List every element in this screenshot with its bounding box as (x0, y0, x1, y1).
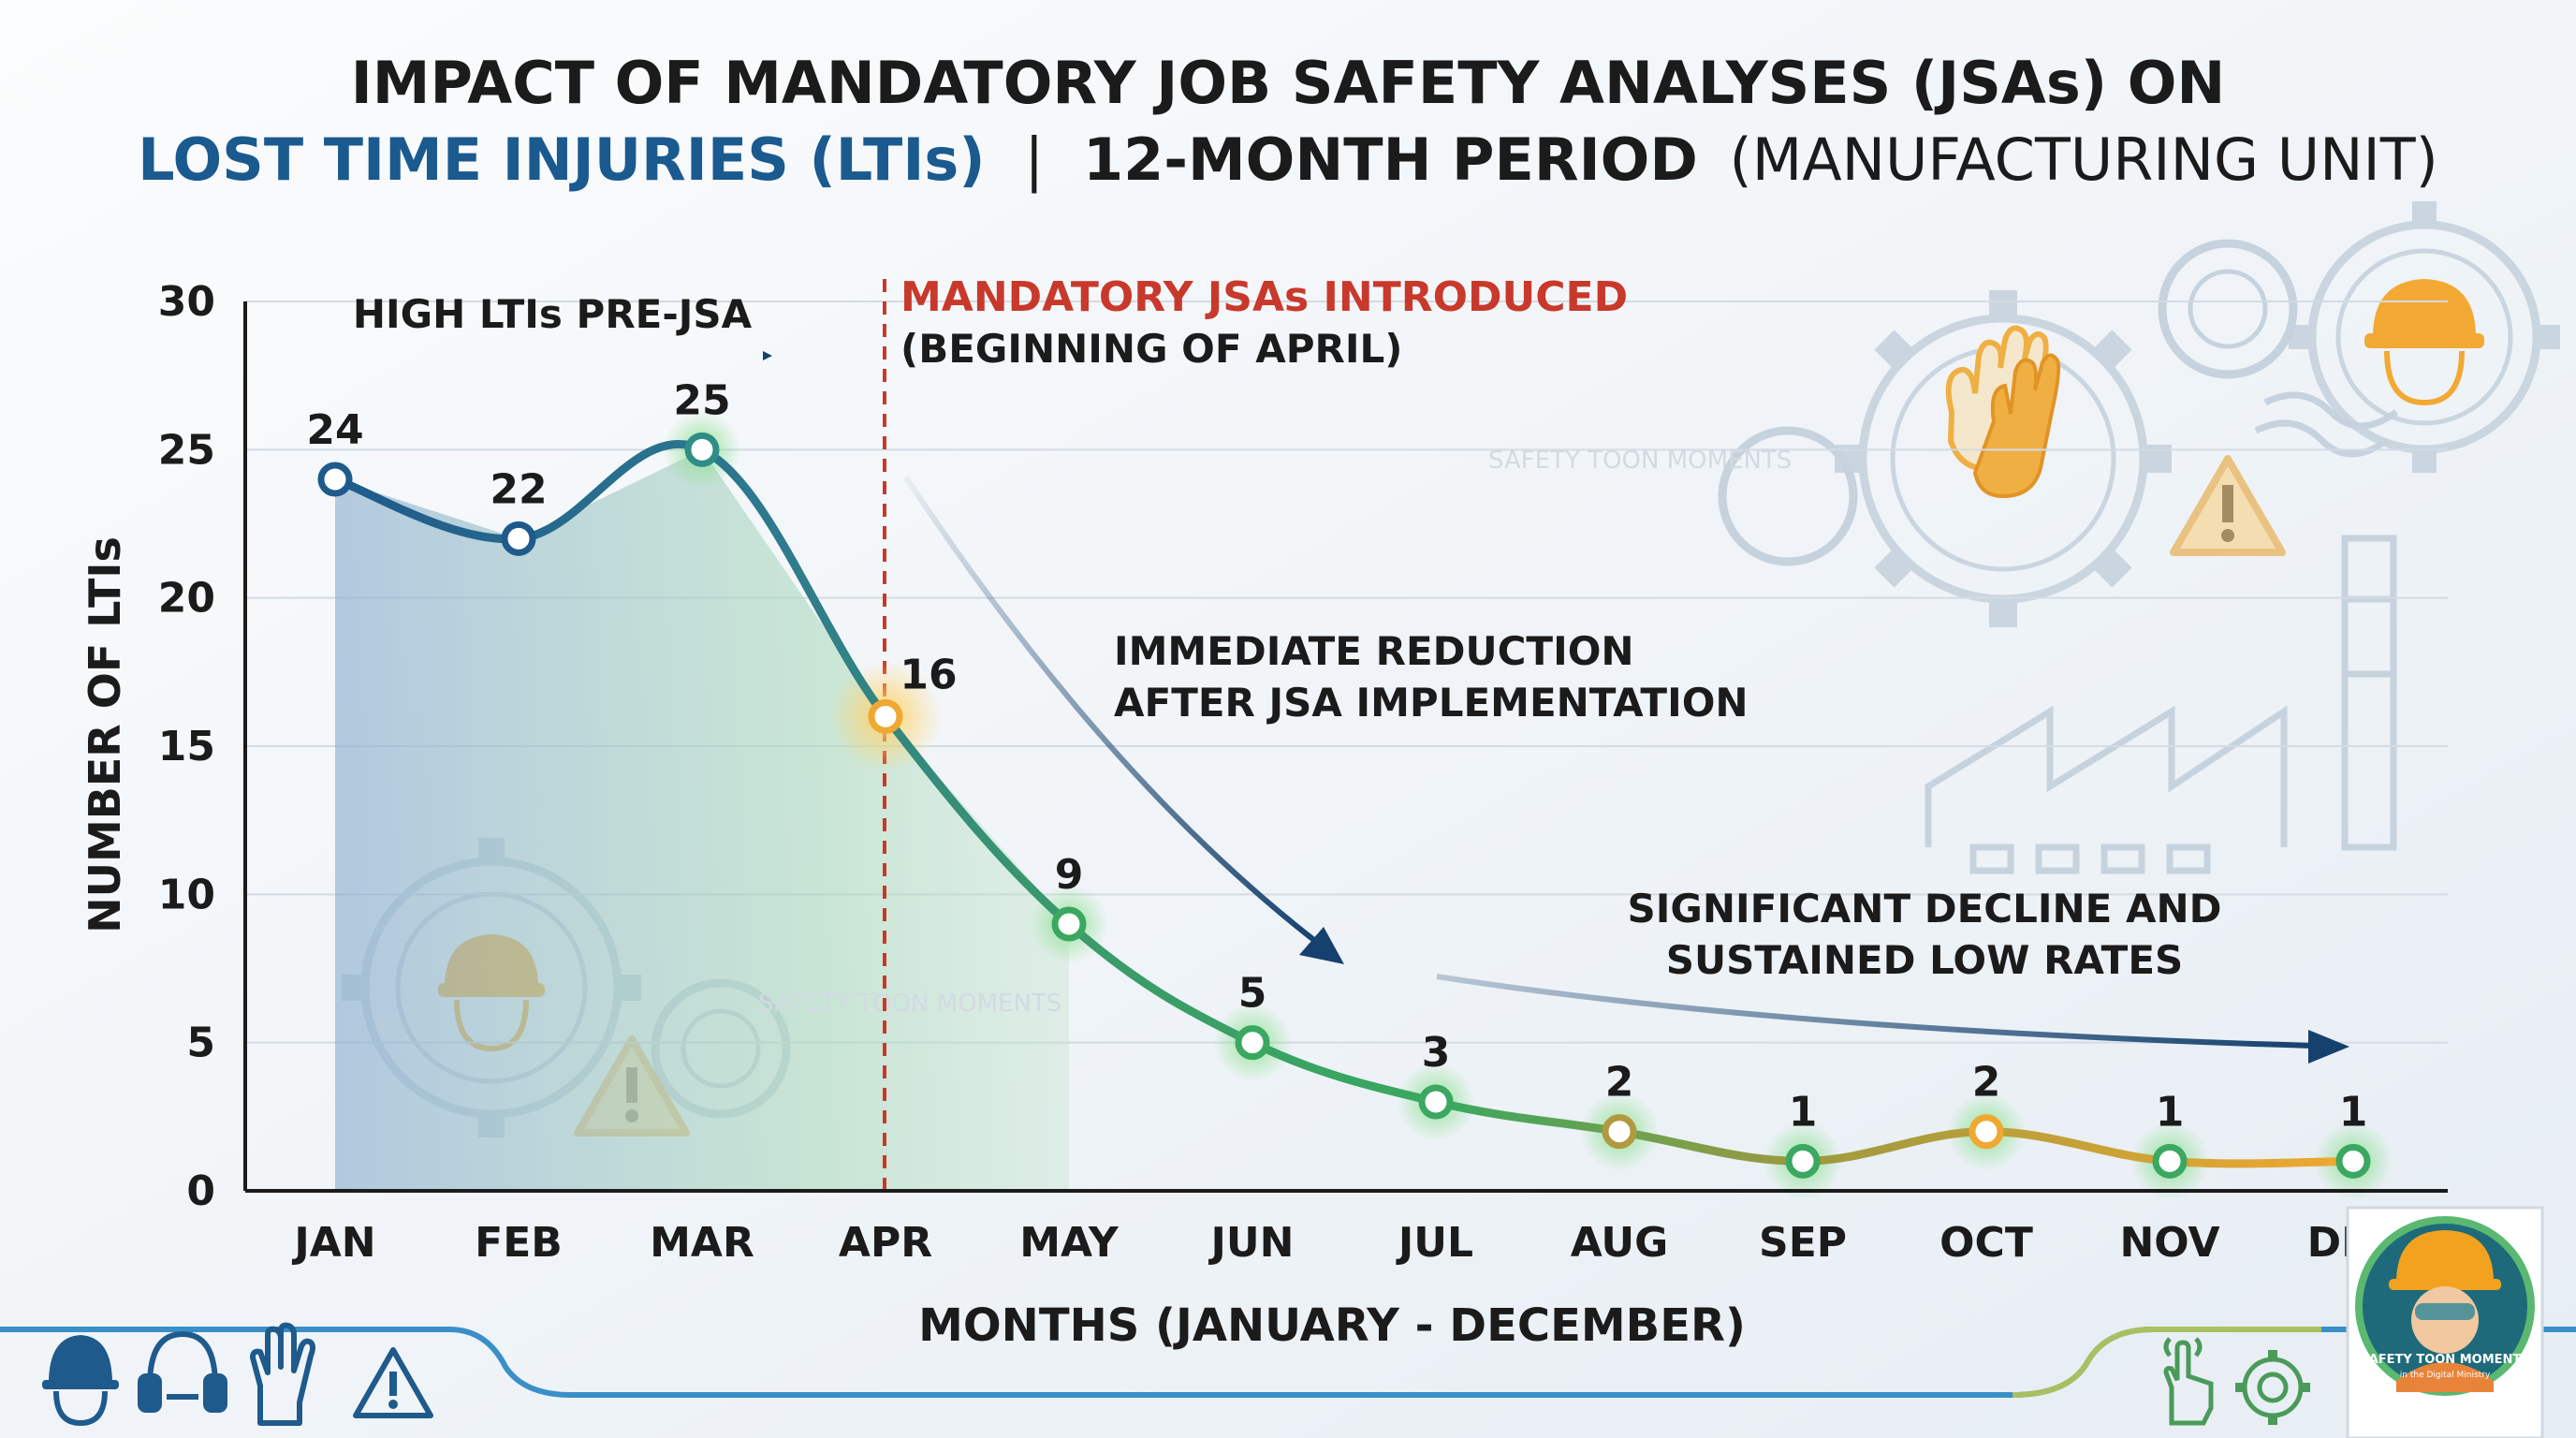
x-tick-labels: JANFEBMARAPRMAYJUNJULAUGSEPOCTNOVDEC (291, 1219, 2399, 1267)
title-period: 12-MONTH PERIOD (1083, 125, 1698, 194)
data-point (1785, 1143, 1821, 1179)
title-line-2: LOST TIME INJURIES (LTIs) | 12-MONTH PER… (138, 125, 2438, 195)
warning-sign-icon (2170, 455, 2286, 556)
watermark-2: SAFETY TOON MOMENTS (758, 990, 1061, 1018)
decline-label-2: SUSTAINED LOW RATES (1666, 937, 2184, 983)
pre-jsa-label: HIGH LTIs PRE-JSA (353, 291, 753, 337)
data-labels: 24 22 25 16 9 5 3 2 1 2 1 1 (306, 376, 2367, 1136)
reduction-label-1: IMMEDIATE REDUCTION (1114, 628, 1634, 674)
data-label: 1 (1789, 1088, 1818, 1136)
gloves-icon (250, 1322, 315, 1426)
footer-swoosh-accent (2012, 1327, 2321, 1398)
intro-label: MANDATORY JSAs INTRODUCED (900, 273, 1628, 321)
data-label: 1 (2156, 1088, 2185, 1136)
small-gear-icon (1718, 239, 2298, 566)
y-axis-title: NUMBER OF LTIs (80, 536, 130, 933)
logo-subtext: in the Digital Ministry (2400, 1371, 2491, 1380)
data-point (1051, 906, 1087, 942)
gear-glove-icon (1835, 290, 2172, 627)
axes (243, 301, 2448, 1193)
data-points (317, 432, 2371, 1179)
hand-touch-icon (2163, 1337, 2214, 1426)
data-point (1418, 1084, 1454, 1120)
data-label: 22 (490, 465, 547, 513)
y-tick-label: 0 (186, 1167, 215, 1215)
x-tick-label: SEP (1759, 1219, 1847, 1267)
intro-sublabel: (BEGINNING OF APRIL) (900, 326, 1402, 372)
title-unit: (MANUFACTURING UNIT) (1730, 125, 2438, 194)
y-tick-label: 15 (158, 723, 215, 770)
caution-icon (353, 1347, 433, 1418)
title-line-1: IMPACT OF MANDATORY JOB SAFETY ANALYSES … (351, 49, 2226, 117)
data-point (1235, 1025, 1270, 1061)
x-tick-label: NOV (2119, 1219, 2219, 1267)
reduction-label-2: AFTER JSA IMPLEMENTATION (1114, 680, 1749, 726)
ear-protection-icon (138, 1330, 227, 1413)
data-point (2335, 1143, 2371, 1179)
y-tick-labels: 0 5 10 15 20 25 30 (158, 278, 215, 1215)
data-point (684, 432, 720, 467)
factory-icon (1925, 391, 2399, 874)
data-point (1969, 1114, 2004, 1150)
data-label: 9 (1055, 851, 1084, 899)
gear-check-icon (2235, 1350, 2310, 1425)
y-tick-label: 30 (158, 278, 215, 326)
reduction-arrow (903, 476, 1317, 944)
logo-badge: SAFETY TOON MOMENTS in the Digital Minis… (2346, 1206, 2544, 1438)
x-axis-title: MONTHS (JANUARY - DECEMBER) (918, 1299, 1746, 1352)
x-tick-label: AUG (1571, 1219, 1669, 1267)
gear-helmet-icon (2289, 201, 2560, 473)
data-point (501, 521, 536, 556)
x-tick-label: JUN (1208, 1219, 1295, 1267)
x-tick-label: APR (839, 1219, 932, 1267)
title-blue-part: LOST TIME INJURIES (LTIs) (138, 125, 985, 194)
data-point (2152, 1143, 2188, 1179)
x-tick-label: FEB (475, 1219, 563, 1267)
decline-arrowhead (2308, 1030, 2349, 1064)
title-separator: | (1024, 125, 1044, 195)
logo-text: SAFETY TOON MOMENTS (2360, 1353, 2529, 1367)
data-label: 25 (673, 376, 730, 424)
watermark: SAFETY TOON MOMENTS (1488, 447, 1792, 475)
decline-arrow (1436, 974, 2313, 1049)
x-tick-label: MAR (650, 1219, 754, 1267)
x-tick-label: MAY (1019, 1219, 1120, 1267)
y-tick-label: 5 (186, 1020, 215, 1067)
data-label: 1 (2339, 1088, 2368, 1136)
hard-hat-icon (42, 1335, 119, 1427)
x-tick-label: JUL (1396, 1219, 1473, 1267)
data-point (1602, 1114, 1637, 1150)
data-point (868, 698, 903, 734)
data-label: 5 (1238, 970, 1267, 1018)
data-label: 3 (1422, 1029, 1451, 1077)
y-tick-label: 25 (158, 426, 215, 474)
y-tick-label: 10 (158, 871, 215, 918)
data-label: 16 (900, 651, 957, 698)
decline-label-1: SIGNIFICANT DECLINE AND (1628, 886, 2222, 932)
y-tick-label: 20 (158, 575, 215, 623)
data-label: 2 (1972, 1059, 2001, 1107)
data-label: 24 (306, 406, 363, 454)
x-tick-label: OCT (1939, 1219, 2033, 1267)
x-tick-label: JAN (291, 1219, 375, 1267)
data-point (317, 462, 353, 497)
data-label: 2 (1605, 1059, 1634, 1107)
reduction-arrowhead (1299, 927, 1344, 964)
